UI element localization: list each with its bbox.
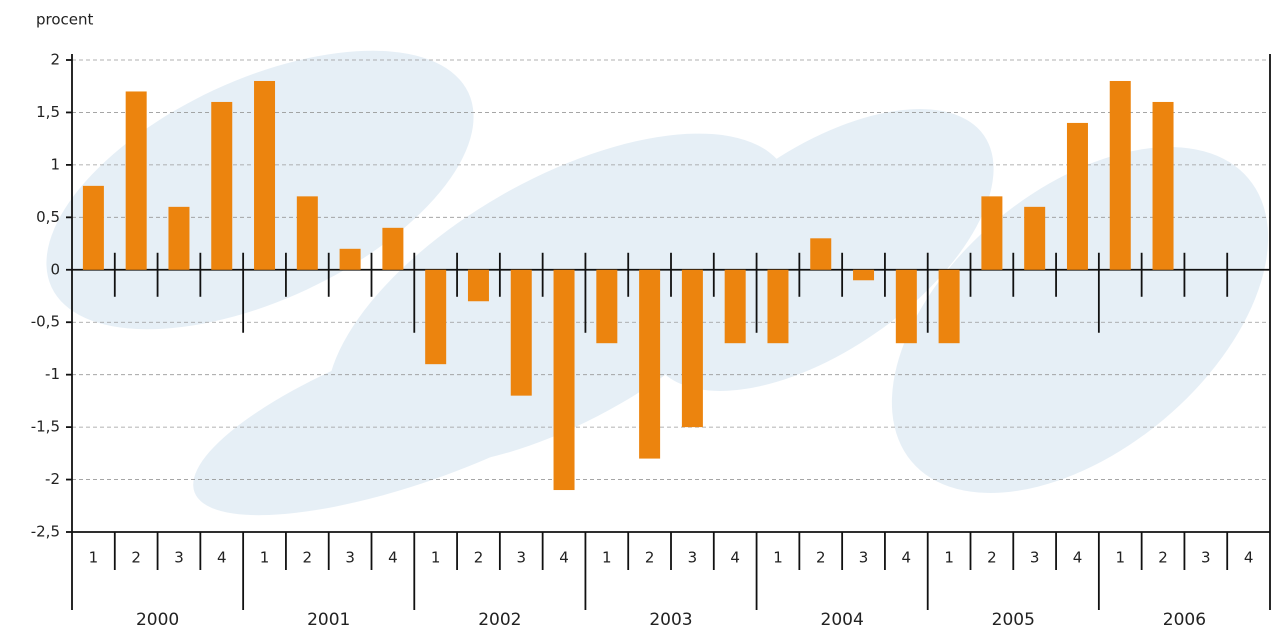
bar bbox=[340, 249, 361, 270]
bar bbox=[1024, 207, 1045, 270]
year-label: 2004 bbox=[821, 610, 864, 630]
x-tick-label: 3 bbox=[859, 549, 869, 567]
y-tick-label: 1,5 bbox=[36, 103, 60, 121]
bar bbox=[382, 228, 403, 270]
y-tick-label: -1 bbox=[45, 365, 60, 383]
bar bbox=[126, 91, 147, 269]
x-tick-label: 3 bbox=[688, 549, 698, 567]
bar bbox=[554, 270, 575, 490]
x-tick-label: 4 bbox=[559, 549, 569, 567]
bar bbox=[725, 270, 746, 343]
x-tick-label: 2 bbox=[303, 549, 313, 567]
x-tick-label: 4 bbox=[1244, 549, 1254, 567]
y-tick-label: -2 bbox=[45, 470, 60, 488]
x-tick-label: 1 bbox=[773, 549, 783, 567]
x-tick-label: 4 bbox=[388, 549, 398, 567]
bar bbox=[596, 270, 617, 343]
x-tick-label: 3 bbox=[345, 549, 355, 567]
bar bbox=[425, 270, 446, 364]
x-tick-label: 2 bbox=[645, 549, 655, 567]
bar bbox=[682, 270, 703, 427]
x-tick-label: 4 bbox=[1073, 549, 1083, 567]
x-tick-label: 2 bbox=[1158, 549, 1168, 567]
y-axis-label: procent bbox=[36, 11, 94, 29]
page: procent -2,5 -2 -1,5 -1 -0,5 0 0,5 1 1,5 2 1 2 3 4 1 2 3… bbox=[0, 0, 1276, 632]
x-tick-label: 1 bbox=[89, 549, 99, 567]
bar bbox=[853, 270, 874, 280]
x-tick-label: 1 bbox=[944, 549, 954, 567]
y-tick-label: 0 bbox=[50, 260, 60, 278]
x-tick-label: 2 bbox=[816, 549, 826, 567]
x-tick-label: 1 bbox=[1115, 549, 1125, 567]
y-tick-label: 1 bbox=[50, 155, 60, 173]
x-tick-label: 4 bbox=[730, 549, 740, 567]
bar bbox=[810, 238, 831, 269]
year-label: 2001 bbox=[307, 610, 350, 630]
y-tick-label: -1,5 bbox=[31, 418, 60, 436]
bar bbox=[211, 102, 232, 270]
bar bbox=[468, 270, 489, 301]
bar bbox=[254, 81, 275, 270]
bar bbox=[1110, 81, 1131, 270]
year-label: 2005 bbox=[992, 610, 1035, 630]
x-tick-label: 1 bbox=[260, 549, 270, 567]
year-label: 2002 bbox=[478, 610, 521, 630]
bar bbox=[1067, 123, 1088, 270]
y-tick-label: -2,5 bbox=[31, 523, 60, 541]
year-label: 2003 bbox=[649, 610, 692, 630]
x-tick-label: 2 bbox=[987, 549, 997, 567]
x-tick-label: 4 bbox=[902, 549, 912, 567]
x-tick-label: 3 bbox=[516, 549, 526, 567]
bar bbox=[896, 270, 917, 343]
y-tick-label: 2 bbox=[50, 51, 60, 69]
bar bbox=[1153, 102, 1174, 270]
bar bbox=[168, 207, 189, 270]
bar bbox=[83, 186, 104, 270]
x-tick-label: 1 bbox=[431, 549, 441, 567]
year-label: 2000 bbox=[136, 610, 179, 630]
year-label: 2006 bbox=[1163, 610, 1206, 630]
chart: procent -2,5 -2 -1,5 -1 -0,5 0 0,5 1 1,5 2 1 2 3 4 1 2 3… bbox=[0, 0, 1276, 632]
bar bbox=[511, 270, 532, 396]
x-tick-label: 2 bbox=[474, 549, 484, 567]
x-tick-label: 2 bbox=[131, 549, 141, 567]
bar bbox=[767, 270, 788, 343]
x-tick-label: 3 bbox=[174, 549, 184, 567]
x-tick-label: 3 bbox=[1201, 549, 1211, 567]
bar bbox=[981, 196, 1002, 269]
x-tick-label: 3 bbox=[1030, 549, 1040, 567]
bar bbox=[297, 196, 318, 269]
y-tick-label: -0,5 bbox=[31, 313, 60, 331]
x-tick-label: 4 bbox=[217, 549, 227, 567]
y-tick-label: 0,5 bbox=[36, 208, 60, 226]
x-tick-label: 1 bbox=[602, 549, 612, 567]
bar bbox=[639, 270, 660, 459]
bar bbox=[939, 270, 960, 343]
